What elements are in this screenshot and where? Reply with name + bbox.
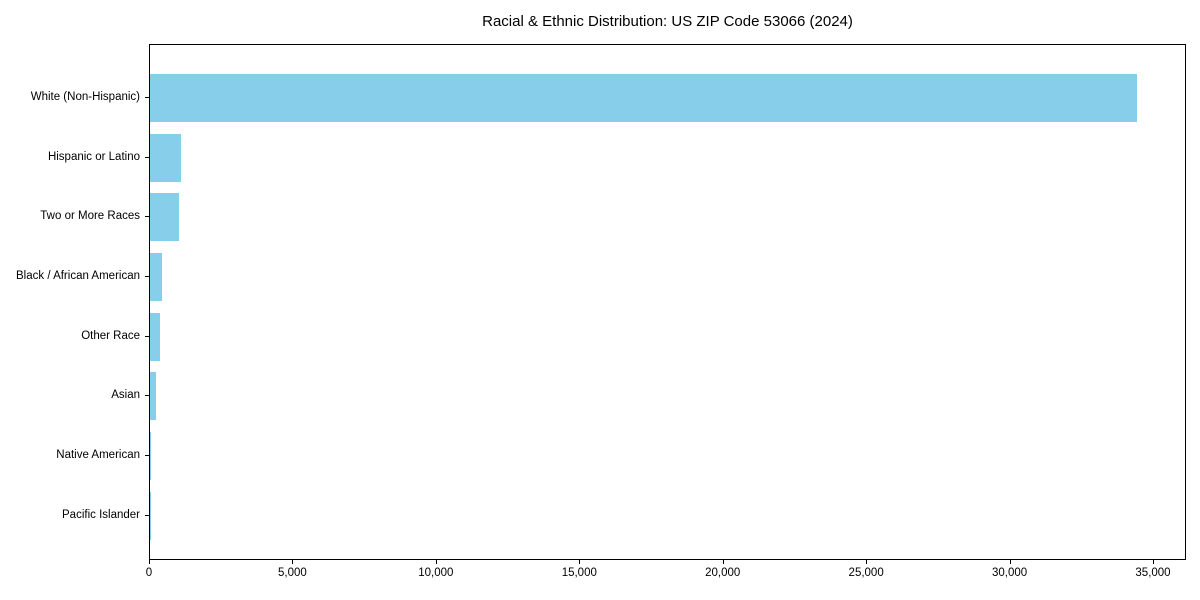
x-tick-mark xyxy=(866,560,868,564)
bar xyxy=(150,74,1137,122)
y-tick-mark xyxy=(145,454,149,456)
x-tick-mark xyxy=(292,560,294,564)
bar xyxy=(150,252,163,301)
x-tick-label: 10,000 xyxy=(418,567,454,579)
x-tick-label: 35,000 xyxy=(1135,567,1171,579)
bar xyxy=(150,193,179,242)
y-axis-label: Native American xyxy=(56,448,140,461)
y-axis-label: Asian xyxy=(111,389,140,402)
y-tick-mark xyxy=(145,97,149,98)
x-tick-label: 30,000 xyxy=(991,567,1028,579)
x-tick-mark xyxy=(435,560,437,564)
x-tick-label: 5,000 xyxy=(278,567,307,579)
bar xyxy=(150,133,181,182)
y-tick-mark xyxy=(145,216,149,218)
y-tick-mark xyxy=(145,335,149,337)
plot-area xyxy=(149,44,1186,560)
y-axis-label: Other Race xyxy=(81,329,140,342)
x-tick-label: 15,000 xyxy=(561,567,597,579)
y-axis-label: Two or More Races xyxy=(40,210,140,223)
bar xyxy=(150,372,157,421)
x-tick-mark xyxy=(722,560,724,564)
x-tick-label: 20,000 xyxy=(705,567,741,579)
bar xyxy=(150,431,152,480)
x-tick-label: 25,000 xyxy=(848,567,884,579)
x-tick-mark xyxy=(579,560,581,564)
x-tick-label: 0 xyxy=(145,567,153,579)
y-tick-mark xyxy=(145,395,149,397)
y-tick-mark xyxy=(145,156,149,158)
y-axis-label: Hispanic or Latino xyxy=(47,150,140,163)
y-axis-label: White (Non-Hispanic) xyxy=(30,91,140,103)
chart-title: Racial & Ethnic Distribution: US ZIP Cod… xyxy=(482,13,853,30)
x-tick-mark xyxy=(1153,560,1154,564)
y-axis-label: Pacific Islander xyxy=(62,508,140,521)
y-axis-label: Black / African American xyxy=(16,269,140,282)
y-tick-mark xyxy=(145,514,149,516)
x-tick-mark xyxy=(1009,560,1011,564)
y-tick-mark xyxy=(145,275,149,277)
bar xyxy=(150,312,160,361)
x-tick-mark xyxy=(149,560,150,564)
